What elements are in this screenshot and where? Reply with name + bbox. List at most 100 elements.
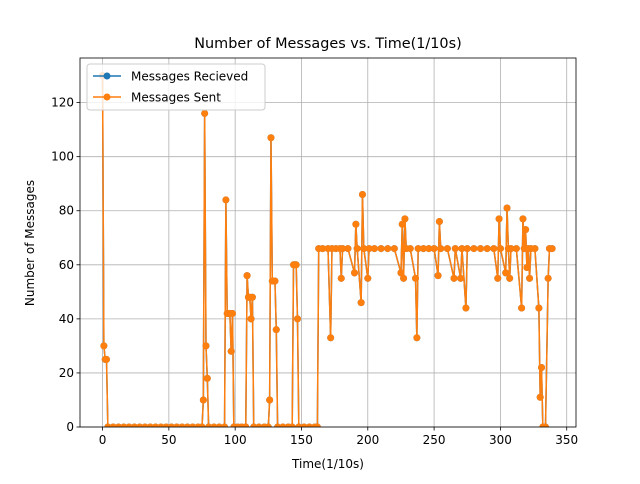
data-point <box>327 334 335 342</box>
data-point <box>313 423 321 427</box>
data-point <box>437 245 445 253</box>
data-point <box>109 423 117 427</box>
data-point <box>490 245 498 253</box>
data-point <box>203 374 211 382</box>
data-point <box>538 364 546 372</box>
y-tick-label: 80 <box>59 204 74 218</box>
legend-marker <box>103 93 111 101</box>
data-point <box>221 423 229 427</box>
data-point <box>114 423 122 427</box>
data-point <box>360 245 368 253</box>
data-point <box>227 347 235 355</box>
data-point <box>229 309 237 317</box>
y-tick-label: 40 <box>59 312 74 326</box>
data-point <box>384 245 392 253</box>
data-point <box>522 226 530 234</box>
x-tick-label: 350 <box>555 433 578 447</box>
data-point <box>412 274 420 282</box>
x-tick-label: 100 <box>224 433 247 447</box>
data-point <box>215 423 223 427</box>
data-point <box>272 326 280 334</box>
data-point <box>248 293 256 301</box>
data-point <box>413 334 421 342</box>
data-point <box>279 423 287 427</box>
data-point <box>451 245 459 253</box>
legend-label: Messages Sent <box>131 91 221 105</box>
data-point <box>136 423 144 427</box>
data-point <box>319 245 327 253</box>
data-point <box>357 299 365 307</box>
data-point <box>125 423 133 427</box>
data-point <box>162 423 170 427</box>
data-point <box>425 245 433 253</box>
axes-frame <box>79 57 577 428</box>
plot-area <box>99 72 556 427</box>
data-point <box>502 269 510 277</box>
data-point <box>523 264 531 272</box>
data-point <box>266 396 274 404</box>
data-point <box>401 215 409 223</box>
data-point <box>104 423 112 427</box>
y-tick-label: 60 <box>59 258 74 272</box>
data-point <box>519 215 527 223</box>
data-point <box>435 218 443 226</box>
data-point <box>495 215 503 223</box>
data-point <box>352 220 360 228</box>
data-point <box>358 191 366 199</box>
data-point <box>548 245 556 253</box>
data-point <box>271 277 279 285</box>
data-point <box>503 204 511 212</box>
data-point <box>377 245 385 253</box>
data-point <box>210 423 218 427</box>
data-point <box>337 274 345 282</box>
data-point <box>243 272 251 280</box>
data-point <box>247 315 255 323</box>
data-point <box>400 274 408 282</box>
data-point <box>419 245 427 253</box>
legend-label: Messages Recieved <box>131 70 248 84</box>
y-tick-label: 0 <box>66 420 74 434</box>
data-point <box>541 423 549 427</box>
data-point <box>274 423 282 427</box>
data-point <box>430 245 438 253</box>
data-point <box>450 274 458 282</box>
data-point <box>531 245 539 253</box>
legend: Messages Recieved Messages Sent <box>86 63 266 111</box>
data-point <box>202 342 210 350</box>
data-point <box>199 396 207 404</box>
data-point <box>178 423 186 427</box>
data-point <box>183 423 191 427</box>
x-tick-label: 250 <box>423 433 446 447</box>
y-tick-label: 100 <box>51 150 74 164</box>
data-point <box>267 134 275 142</box>
data-point <box>339 245 347 253</box>
data-point <box>398 220 406 228</box>
data-point <box>535 304 543 312</box>
data-point <box>255 423 263 427</box>
data-point <box>494 274 502 282</box>
data-point <box>100 342 108 350</box>
data-point <box>344 245 352 253</box>
data-point <box>370 245 378 253</box>
y-tick-label: 120 <box>51 96 74 110</box>
data-point <box>353 245 361 253</box>
data-point <box>526 274 534 282</box>
data-point <box>242 423 250 427</box>
x-tick-label: 200 <box>356 433 379 447</box>
chart-title: Number of Messages vs. Time(1/10s) <box>194 36 461 52</box>
data-point <box>397 269 405 277</box>
data-point <box>120 423 128 427</box>
data-point <box>288 423 296 427</box>
data-point <box>157 423 165 427</box>
data-point <box>351 269 359 277</box>
data-point <box>264 423 272 427</box>
data-point <box>462 304 470 312</box>
data-point <box>536 393 544 401</box>
data-point <box>305 423 313 427</box>
data-point <box>458 245 466 253</box>
data-point <box>434 272 442 280</box>
data-point <box>146 423 154 427</box>
data-point <box>364 274 372 282</box>
data-point <box>103 355 111 363</box>
